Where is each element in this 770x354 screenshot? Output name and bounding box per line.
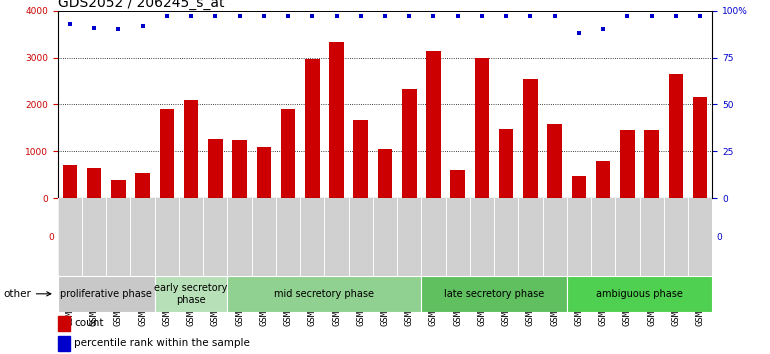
Point: [500, 13, 512, 19]
Point: [355, 13, 367, 19]
Point: [476, 13, 488, 19]
Bar: [227, 276, 421, 312]
Point: [451, 13, 464, 19]
Point: [645, 13, 658, 19]
Point: [88, 25, 100, 30]
Bar: [58, 336, 69, 350]
Point: [306, 13, 319, 19]
Bar: [111, 181, 126, 198]
Point: [694, 13, 706, 19]
Bar: [58, 316, 69, 331]
Point: [209, 13, 222, 19]
Point: [621, 13, 634, 19]
Bar: [62, 165, 77, 198]
Point: [282, 13, 294, 19]
Bar: [523, 79, 537, 198]
Point: [233, 13, 246, 19]
Point: [185, 13, 197, 19]
Text: mid secretory phase: mid secretory phase: [274, 289, 374, 299]
Text: count: count: [74, 318, 104, 329]
Text: other: other: [3, 289, 51, 299]
Bar: [208, 139, 223, 198]
Bar: [596, 161, 611, 198]
Bar: [499, 129, 514, 198]
Bar: [421, 276, 567, 312]
Bar: [136, 173, 150, 198]
Point: [161, 13, 173, 19]
Bar: [256, 147, 271, 198]
Bar: [693, 97, 708, 198]
Bar: [620, 130, 634, 198]
Point: [136, 23, 149, 28]
Bar: [644, 130, 659, 198]
Text: GDS2052 / 206245_s_at: GDS2052 / 206245_s_at: [58, 0, 224, 10]
Point: [548, 13, 561, 19]
Point: [330, 13, 343, 19]
Bar: [567, 276, 712, 312]
Bar: [450, 170, 465, 198]
Bar: [305, 59, 320, 198]
Bar: [233, 140, 247, 198]
Bar: [353, 120, 368, 198]
Bar: [58, 276, 155, 312]
Bar: [184, 100, 199, 198]
Bar: [155, 276, 227, 312]
Point: [524, 13, 537, 19]
Point: [112, 27, 125, 32]
Bar: [474, 58, 489, 198]
Point: [403, 13, 415, 19]
Text: 0: 0: [716, 233, 721, 242]
Bar: [159, 109, 174, 198]
Text: 0: 0: [49, 233, 54, 242]
Bar: [668, 74, 683, 198]
Point: [427, 13, 440, 19]
Bar: [427, 51, 440, 198]
Bar: [378, 149, 392, 198]
Bar: [571, 176, 586, 198]
Text: percentile rank within the sample: percentile rank within the sample: [74, 338, 250, 348]
Text: ambiguous phase: ambiguous phase: [596, 289, 683, 299]
Text: proliferative phase: proliferative phase: [60, 289, 152, 299]
Bar: [87, 168, 102, 198]
Bar: [547, 124, 562, 198]
Bar: [281, 109, 296, 198]
Bar: [330, 41, 343, 198]
Point: [64, 21, 76, 27]
Point: [597, 27, 609, 32]
Point: [258, 13, 270, 19]
Point: [670, 13, 682, 19]
Text: late secretory phase: late secretory phase: [444, 289, 544, 299]
Point: [573, 30, 585, 36]
Bar: [402, 89, 417, 198]
Text: early secretory
phase: early secretory phase: [155, 283, 228, 305]
Point: [379, 13, 391, 19]
